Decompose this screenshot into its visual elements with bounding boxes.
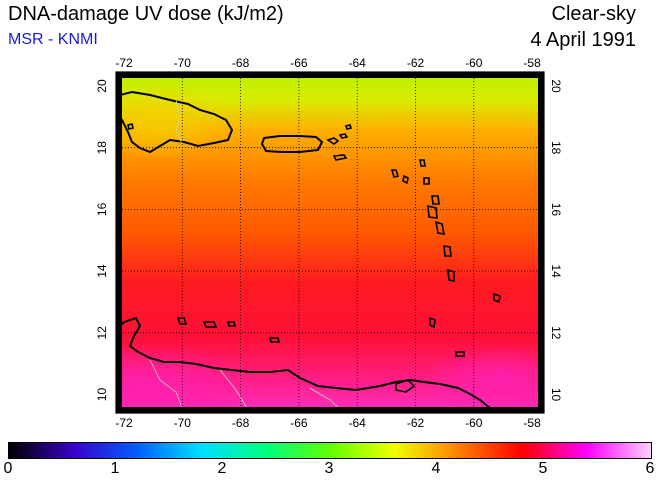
- latitude-tick-label: 20: [95, 79, 109, 93]
- colorbar-tick-label: 0: [3, 460, 13, 477]
- longitude-tick-label: -64: [349, 56, 367, 70]
- island: [344, 124, 353, 130]
- latitude-tick-label: 16: [549, 203, 563, 217]
- latitude-tick-label: 12: [95, 326, 109, 340]
- organization-label: MSR - KNMI: [8, 31, 98, 48]
- island: [390, 169, 400, 178]
- longitude-tick-label: -58: [523, 56, 541, 70]
- longitude-tick-label: -62: [407, 416, 425, 430]
- island: [402, 174, 409, 185]
- island: [226, 321, 237, 327]
- colorbar: [8, 442, 652, 459]
- island: [326, 137, 340, 145]
- latitude-tick-label: 20: [549, 79, 563, 93]
- longitude-tick-label: -60: [465, 56, 483, 70]
- top-frame-bar: [116, 72, 544, 78]
- graticule: [122, 78, 538, 407]
- longitude-tick-label: -66: [290, 416, 308, 430]
- uv-dose-map: -72 -70 -68 -66 -64 -62 -60 -58 -72 -70 -68 -66 -64…: [95, 56, 563, 430]
- colorbar-tick-label: 4: [431, 460, 441, 477]
- island: [493, 292, 501, 304]
- island: [202, 321, 218, 328]
- island: [431, 195, 440, 205]
- puerto-rico-coast: [260, 135, 324, 153]
- internal-borders: [149, 99, 345, 413]
- island: [395, 379, 416, 393]
- longitude-tick-label: -66: [290, 56, 308, 70]
- colorbar-tick-label: 2: [217, 460, 227, 477]
- island: [429, 316, 436, 329]
- islands: [127, 123, 501, 393]
- latitude-labels-left: 20 18 16 14 12 10: [95, 79, 109, 401]
- longitude-tick-label: -72: [115, 56, 133, 70]
- island: [455, 351, 465, 357]
- island: [427, 204, 438, 219]
- island: [423, 177, 430, 185]
- latitude-tick-label: 10: [95, 388, 109, 402]
- longitude-labels-top: -72 -70 -68 -66 -64 -62 -60 -58: [115, 56, 541, 70]
- uv-highlight-north: [116, 80, 230, 160]
- latitude-labels-right: 20 18 16 14 12 10: [549, 79, 563, 401]
- longitude-tick-label: -68: [232, 416, 250, 430]
- latitude-tick-label: 12: [549, 326, 563, 340]
- island: [332, 154, 348, 161]
- longitude-tick-label: -58: [523, 416, 541, 430]
- colorbar-tick-label: 1: [110, 460, 120, 477]
- map-title: DNA-damage UV dose (kJ/m2): [8, 3, 284, 25]
- longitude-tick-label: -70: [174, 416, 192, 430]
- date-label: 4 April 1991: [530, 29, 636, 51]
- latitude-tick-label: 14: [95, 264, 109, 278]
- longitude-tick-label: -60: [465, 416, 483, 430]
- left-frame-bar: [116, 72, 122, 413]
- latitude-tick-label: 14: [549, 264, 563, 278]
- venezuela-coast: [116, 316, 501, 413]
- uv-highlight-south: [116, 345, 260, 413]
- latitude-tick-label: 18: [549, 141, 563, 155]
- latitude-tick-label: 18: [95, 141, 109, 155]
- longitude-labels-bottom: -72 -70 -68 -66 -64 -62 -60 -58: [115, 416, 541, 430]
- bottom-frame-bar: [116, 407, 544, 413]
- island: [127, 123, 134, 130]
- colorbar-tick-label: 5: [538, 460, 548, 477]
- longitude-tick-label: -62: [407, 56, 425, 70]
- longitude-tick-label: -72: [115, 416, 133, 430]
- latitude-tick-label: 16: [95, 202, 109, 216]
- colorbar-tick-label: 6: [645, 460, 655, 477]
- right-frame-bar: [538, 72, 544, 413]
- longitude-tick-label: -70: [174, 56, 192, 70]
- island: [434, 220, 446, 235]
- condition-label: Clear-sky: [551, 3, 636, 25]
- longitude-tick-label: -68: [232, 56, 250, 70]
- island: [443, 245, 452, 257]
- island: [419, 159, 426, 167]
- colorbar-tick-label: 3: [324, 460, 334, 477]
- island: [268, 337, 281, 343]
- longitude-tick-label: -64: [349, 416, 367, 430]
- island: [338, 133, 349, 139]
- uv-highlight-southeast: [420, 345, 544, 413]
- latitude-tick-label: 10: [549, 388, 563, 402]
